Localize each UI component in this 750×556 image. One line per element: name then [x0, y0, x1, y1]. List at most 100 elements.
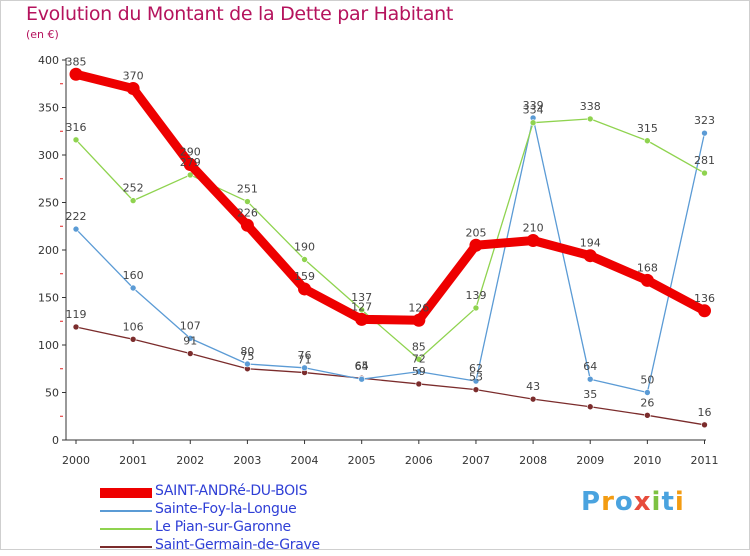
legend-label-saint-andre-du-bois: SAINT-ANDRé-DU-BOIS — [155, 483, 308, 499]
data-point — [244, 360, 251, 368]
data-point — [698, 304, 711, 318]
logo-letter: t — [661, 487, 675, 517]
x-tick-label: 2009 — [576, 454, 604, 467]
chart-title: Evolution du Montant de la Dette par Hab… — [26, 3, 454, 25]
y-tick-label: 200 — [38, 244, 59, 257]
data-label: 107 — [180, 319, 201, 332]
data-point — [583, 249, 597, 263]
data-label: 385 — [66, 55, 87, 68]
data-point — [72, 323, 80, 331]
series-line — [75, 326, 706, 426]
x-tick-label: 2002 — [176, 454, 204, 467]
data-label: 159 — [294, 270, 315, 283]
y-tick-label: 100 — [38, 339, 59, 352]
data-point — [244, 198, 251, 205]
data-label: 279 — [180, 156, 201, 169]
data-label: 222 — [66, 210, 87, 223]
data-point — [301, 364, 308, 372]
data-label: 210 — [523, 222, 544, 235]
x-tick-label: 2006 — [405, 454, 433, 467]
data-label: 71 — [298, 354, 312, 367]
data-point — [72, 225, 80, 233]
data-point — [644, 137, 651, 145]
data-label: 26 — [640, 396, 654, 409]
legend-swatch-saint-andre-du-bois — [100, 488, 152, 498]
data-label: 168 — [637, 261, 658, 274]
data-point — [469, 238, 483, 252]
data-point — [415, 380, 423, 388]
series-line — [75, 117, 706, 394]
data-point — [72, 136, 80, 144]
data-point — [186, 171, 194, 179]
x-tick-label: 2010 — [633, 454, 661, 467]
data-label: 290 — [180, 146, 201, 159]
logo-letter: r — [601, 487, 615, 517]
legend-label-le-pian-sur-garonne: Le Pian-sur-Garonne — [155, 519, 291, 535]
data-label: 59 — [412, 365, 426, 378]
data-label: 65 — [355, 359, 369, 372]
data-label: 339 — [523, 99, 544, 112]
logo-letter: x — [633, 487, 652, 517]
data-label: 85 — [412, 340, 426, 353]
data-point — [355, 312, 369, 326]
data-label: 80 — [240, 345, 254, 358]
data-label: 53 — [469, 371, 483, 384]
data-point — [529, 395, 537, 403]
legend-swatch-sainte-foy-la-longue — [100, 510, 152, 512]
data-point — [586, 375, 594, 383]
data-label: 137 — [351, 291, 372, 304]
data-label: 370 — [123, 70, 144, 83]
data-point — [701, 421, 708, 429]
data-point — [129, 284, 137, 292]
data-point — [644, 389, 651, 396]
data-point — [586, 115, 594, 123]
y-tick-label: 300 — [38, 149, 59, 162]
logo-letter: P — [581, 487, 602, 517]
data-point — [183, 158, 197, 171]
data-label: 75 — [240, 350, 254, 363]
data-label: 251 — [237, 183, 258, 196]
data-label: 316 — [66, 121, 87, 134]
data-label: 91 — [183, 335, 197, 348]
data-point — [472, 304, 480, 312]
legend-swatch-le-pian-sur-garonne — [100, 528, 152, 530]
data-point — [640, 273, 654, 287]
data-label: 43 — [526, 380, 540, 393]
data-label: 160 — [123, 269, 144, 282]
logo-letter: i — [651, 487, 662, 517]
y-tick-label: 0 — [52, 434, 59, 447]
data-label: 62 — [469, 362, 483, 375]
data-point — [126, 82, 140, 95]
data-point — [701, 129, 708, 137]
x-tick-label: 2007 — [462, 454, 490, 467]
data-point — [186, 335, 194, 342]
data-label: 139 — [465, 289, 486, 302]
data-point — [298, 282, 312, 296]
data-point — [412, 313, 426, 327]
data-point — [415, 355, 423, 363]
data-label: 64 — [355, 360, 369, 373]
proxiti-logo: Proxiti — [581, 487, 685, 517]
data-label: 76 — [298, 349, 312, 362]
logo-letter: o — [614, 487, 634, 517]
data-point — [472, 386, 480, 393]
x-tick-label: 2000 — [62, 454, 90, 467]
data-label: 334 — [523, 104, 544, 117]
data-point — [526, 234, 540, 247]
data-point — [69, 67, 83, 81]
data-label: 190 — [294, 241, 315, 254]
series-line — [71, 69, 709, 325]
data-label: 252 — [123, 182, 144, 195]
legend-label-sainte-foy-la-longue: Sainte-Foy-la-Longue — [155, 501, 297, 517]
data-point — [301, 256, 308, 263]
data-label: 35 — [583, 388, 597, 401]
data-label: 72 — [412, 353, 426, 366]
data-label: 205 — [465, 226, 486, 239]
x-tick-label: 2003 — [233, 454, 261, 467]
legend-swatch-saint-germain-de-grave — [100, 546, 152, 548]
data-label: 315 — [637, 122, 658, 135]
data-point — [415, 368, 423, 375]
data-label: 338 — [580, 100, 601, 113]
data-point — [129, 335, 137, 343]
